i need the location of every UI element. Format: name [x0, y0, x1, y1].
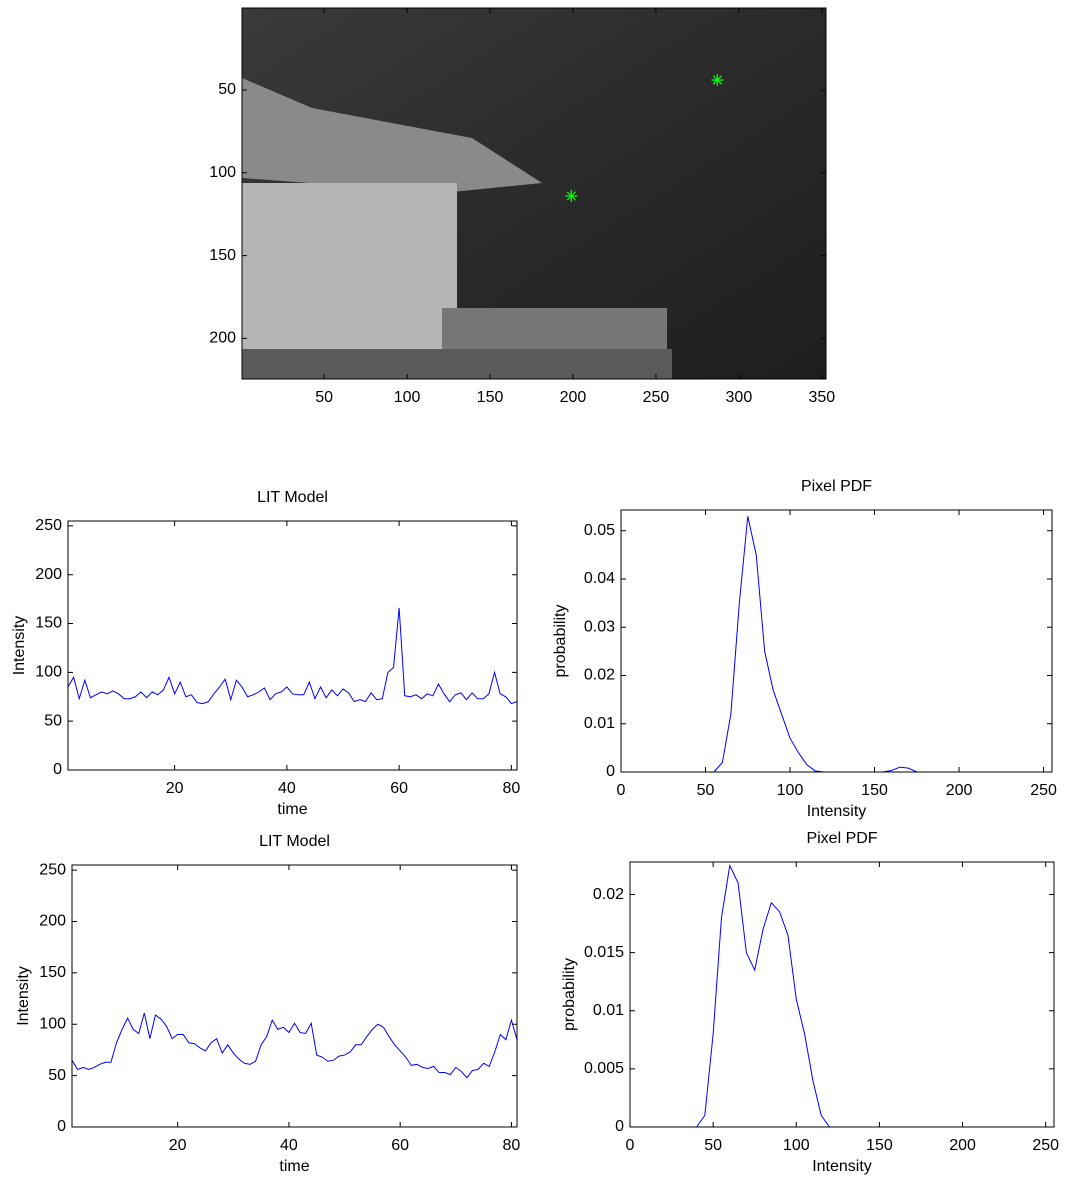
axes-frame — [241, 7, 827, 380]
y-tick-label: 250 — [35, 517, 62, 534]
x-tick-label: 100 — [783, 1137, 810, 1154]
y-tick-label: 0.05 — [584, 522, 615, 539]
axes-frame — [67, 520, 518, 771]
y-tick-label: 200 — [35, 566, 62, 583]
x-tick-label: 250 — [643, 389, 670, 406]
y-tick-label: 200 — [39, 913, 66, 930]
y-tick-label: 50 — [48, 1067, 66, 1084]
y-tick-label: 0.015 — [584, 944, 624, 961]
x-tick-label: 100 — [394, 389, 421, 406]
line — [630, 863, 1054, 1128]
marker — [565, 189, 578, 202]
chart-title: LIT Model — [259, 833, 330, 850]
y-tick-label: 0.02 — [593, 886, 624, 903]
x-tick-label: 20 — [166, 780, 184, 797]
y-tick-label: 0 — [606, 763, 615, 780]
x-tick-label: 200 — [949, 1137, 976, 1154]
y-tick-label: 100 — [39, 1015, 66, 1032]
y-tick-label: 150 — [35, 615, 62, 632]
line — [71, 1012, 518, 1079]
y-tick-label: 0.03 — [584, 618, 615, 635]
y-tick-label: 200 — [209, 330, 236, 347]
x-axis-label: Intensity — [807, 803, 867, 820]
chart-title: LIT Model — [257, 489, 328, 506]
x-tick-label: 0 — [626, 1137, 635, 1154]
marker — [711, 74, 724, 87]
y-axis-label: Intensity — [11, 616, 28, 676]
line — [67, 607, 518, 705]
line — [621, 516, 1052, 773]
y-tick-label: 50 — [44, 712, 62, 729]
y-axis-label: probability — [561, 958, 578, 1031]
axes-frame — [629, 861, 1055, 1128]
y-tick-label: 150 — [39, 964, 66, 981]
x-tick-label: 40 — [278, 780, 296, 797]
chart-title: Pixel PDF — [801, 478, 872, 495]
x-tick-label: 40 — [280, 1137, 298, 1154]
x-tick-label: 60 — [391, 1137, 409, 1154]
x-tick-label: 200 — [946, 782, 973, 799]
x-tick-label: 350 — [809, 389, 836, 406]
x-tick-label: 150 — [866, 1137, 893, 1154]
y-tick-label: 0.01 — [593, 1002, 624, 1019]
x-tick-label: 300 — [726, 389, 753, 406]
y-tick-label: 0 — [57, 1118, 66, 1135]
x-tick-label: 50 — [697, 782, 715, 799]
x-tick-label: 250 — [1032, 1137, 1059, 1154]
x-axis-label: Intensity — [812, 1158, 872, 1175]
x-tick-label: 50 — [315, 389, 333, 406]
x-tick-label: 150 — [477, 389, 504, 406]
y-tick-label: 50 — [218, 81, 236, 98]
y-tick-label: 100 — [209, 164, 236, 181]
y-tick-label: 0 — [615, 1118, 624, 1135]
x-tick-label: 80 — [502, 780, 520, 797]
y-tick-label: 0.02 — [584, 667, 615, 684]
y-tick-label: 0 — [53, 761, 62, 778]
x-tick-label: 250 — [1030, 782, 1057, 799]
axes-frame — [620, 509, 1053, 773]
x-tick-label: 100 — [777, 782, 804, 799]
x-tick-label: 200 — [560, 389, 587, 406]
y-axis-label: probability — [552, 605, 569, 678]
y-tick-label: 250 — [39, 861, 66, 878]
chart-title: Pixel PDF — [806, 830, 877, 847]
y-axis-label: Intensity — [15, 966, 32, 1026]
y-tick-label: 0.005 — [584, 1060, 624, 1077]
y-tick-label: 100 — [35, 664, 62, 681]
y-tick-label: 150 — [209, 247, 236, 264]
y-tick-label: 0.04 — [584, 570, 615, 587]
x-axis-label: time — [277, 801, 307, 818]
x-tick-label: 0 — [617, 782, 626, 799]
axes-frame — [71, 864, 518, 1128]
y-tick-label: 0.01 — [584, 715, 615, 732]
x-tick-label: 50 — [704, 1137, 722, 1154]
x-tick-label: 60 — [390, 780, 408, 797]
x-tick-label: 80 — [503, 1137, 521, 1154]
x-tick-label: 20 — [169, 1137, 187, 1154]
photo-building — [242, 183, 457, 379]
x-axis-label: time — [279, 1158, 309, 1175]
photo-ground — [242, 349, 672, 379]
x-tick-label: 150 — [861, 782, 888, 799]
photo-roof — [242, 78, 542, 193]
